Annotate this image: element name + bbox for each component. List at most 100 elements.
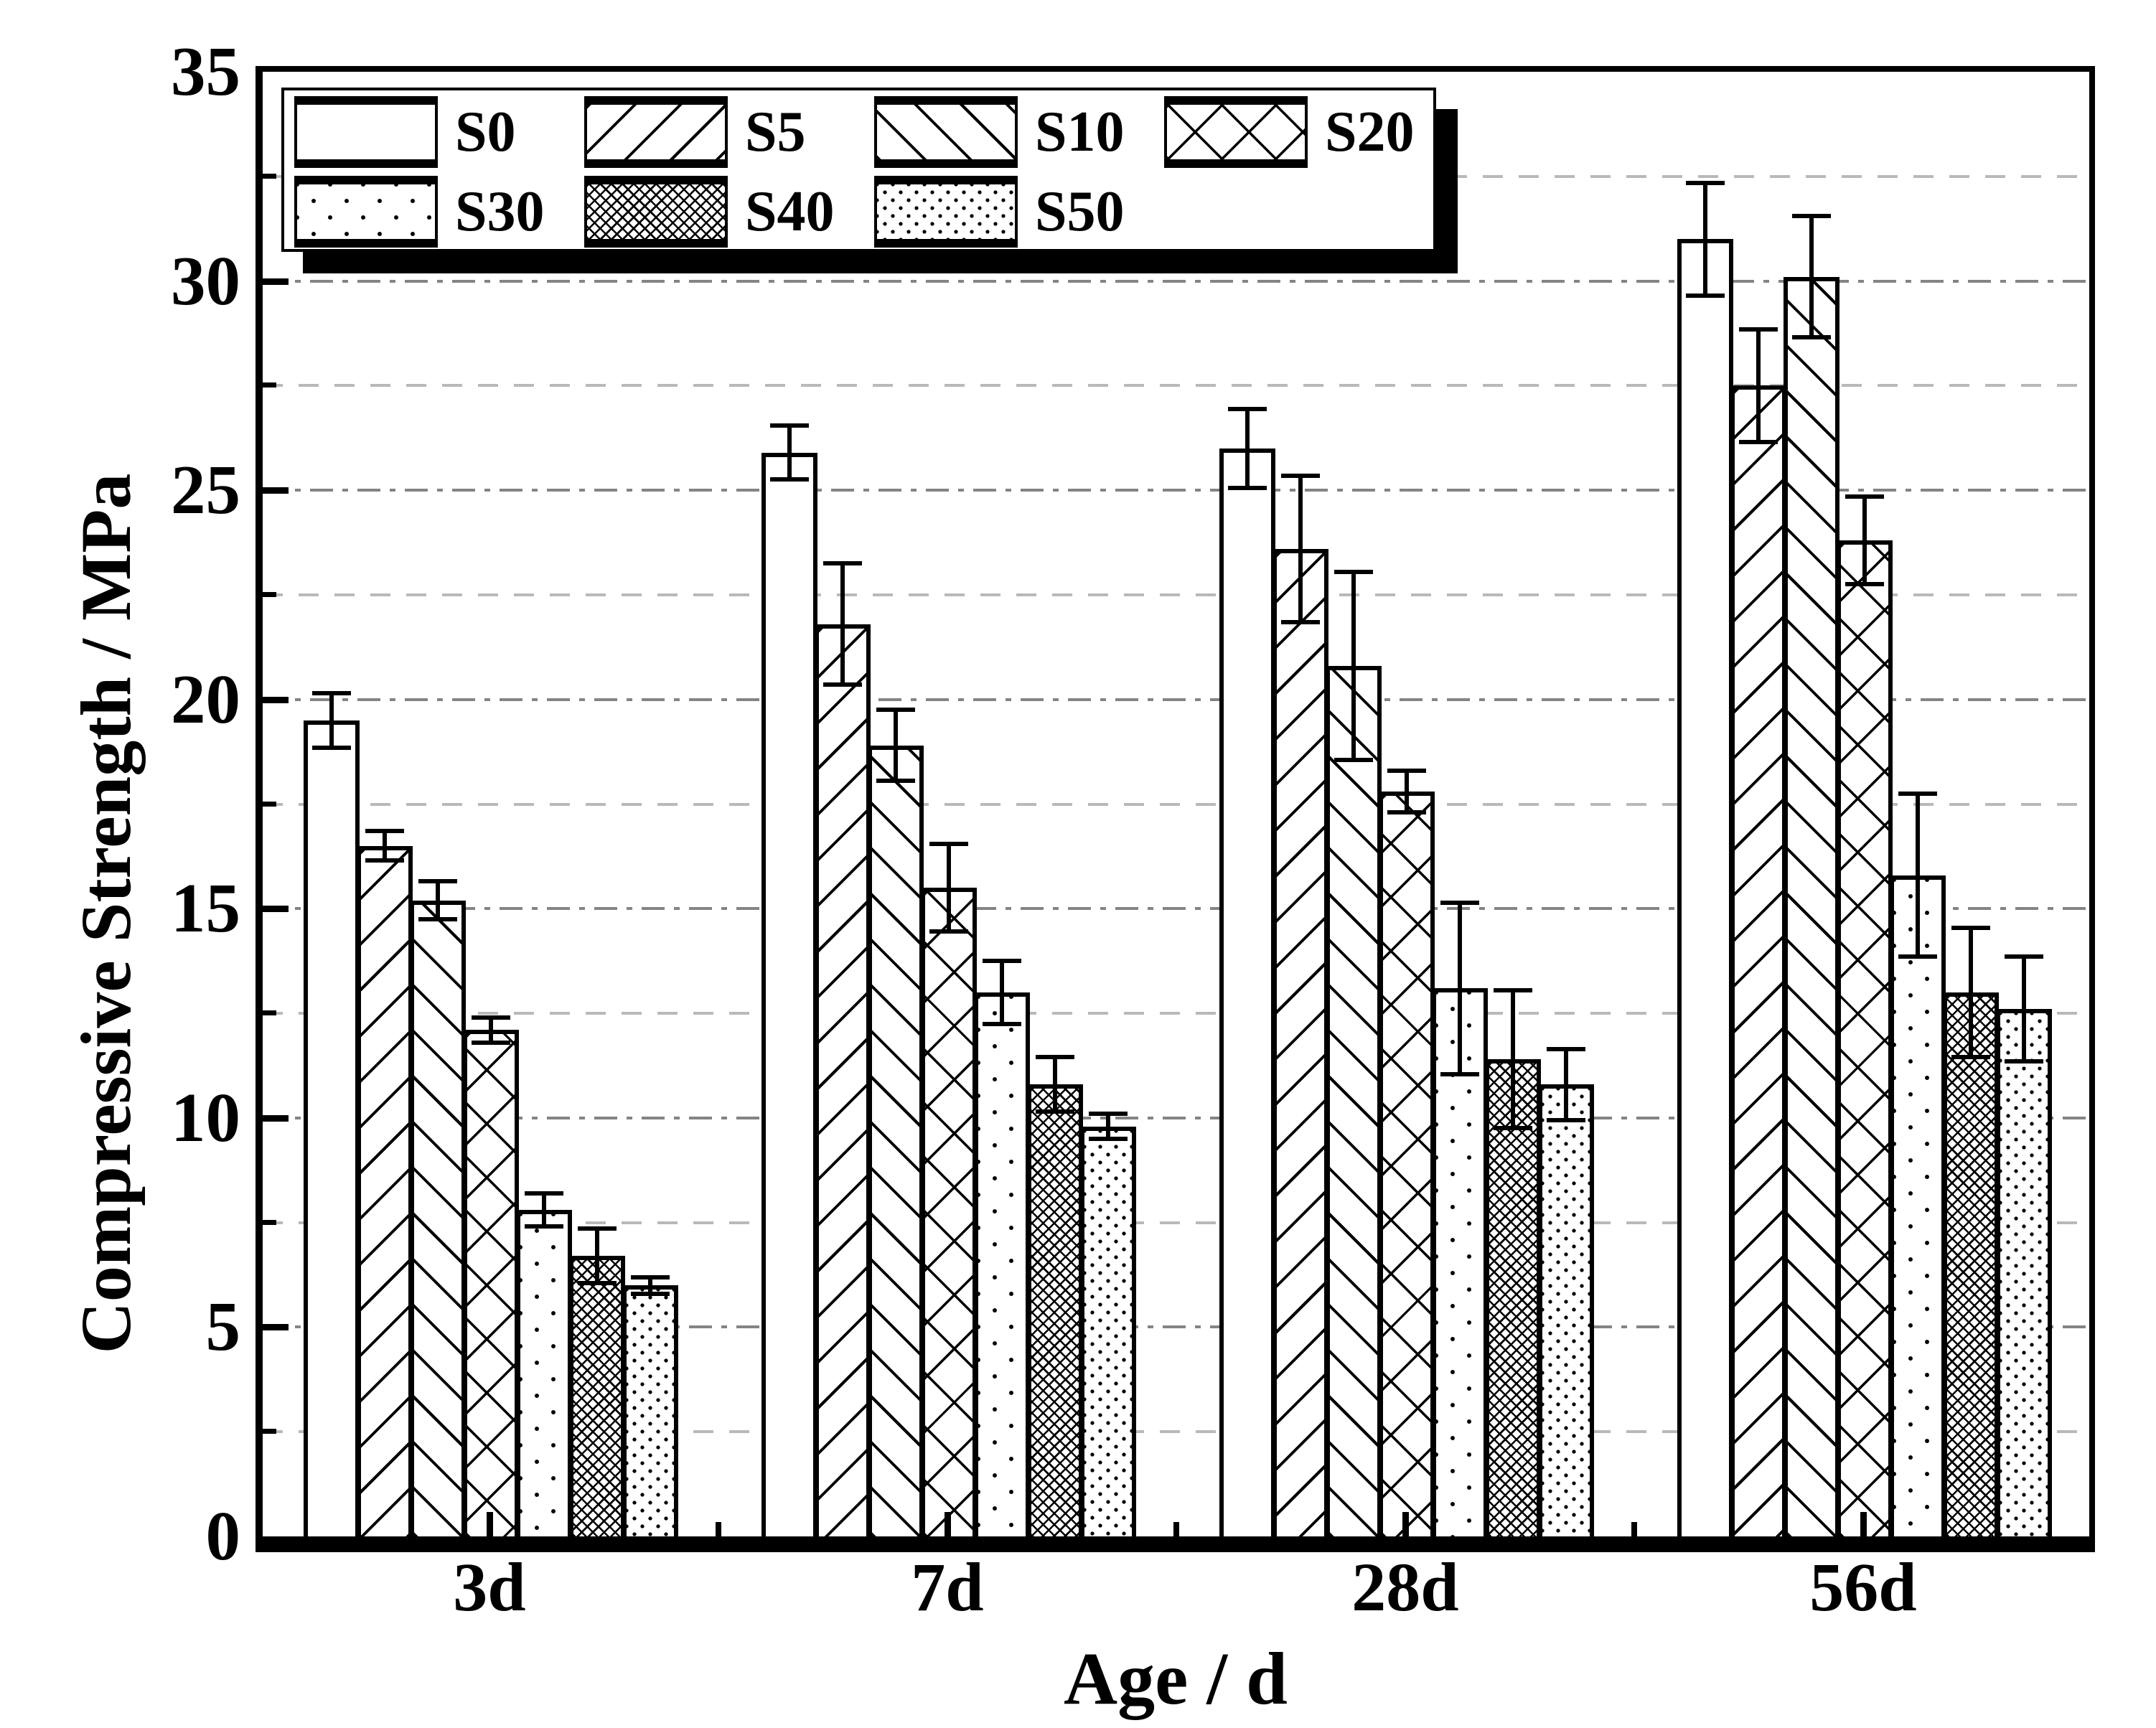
y-tick-32.5 [263, 173, 276, 179]
gridline-minor-27.5 [263, 384, 2089, 388]
error-bar-S30-7d [983, 959, 1021, 1026]
error-bar-S0-7d [770, 423, 809, 482]
error-cap-bottom [1089, 1136, 1128, 1141]
x-category-label-7d: 7d [911, 1549, 984, 1625]
legend-item-S50: S50 [874, 176, 1164, 248]
legend-swatch-S5 [584, 96, 728, 168]
legend-item-S40: S40 [584, 176, 874, 248]
gridline-major-30 [263, 279, 2089, 283]
error-cap-bottom [1036, 1109, 1074, 1114]
bar-S40-28d [1485, 1059, 1541, 1536]
error-bar-S0-3d [312, 691, 351, 750]
error-stem [1916, 792, 1920, 959]
legend-item-S5: S5 [584, 96, 874, 168]
gridline-minor-17.5 [263, 802, 2089, 806]
legend-item-S30: S30 [294, 176, 584, 248]
y-tick-2.5 [263, 1429, 276, 1434]
error-stem [542, 1191, 546, 1229]
error-bar-S5-3d [365, 829, 404, 863]
bar-S5-56d [1730, 385, 1786, 1536]
legend-label-S30: S30 [455, 180, 545, 243]
error-cap-bottom [770, 477, 809, 482]
gridline-major-5 [263, 1325, 2089, 1329]
legend-row-2: S30 S40 S50 [294, 176, 1433, 248]
error-stem [1106, 1112, 1110, 1141]
bar-S20-28d [1379, 792, 1435, 1536]
x-category-label-28d: 28d [1351, 1549, 1459, 1625]
y-tick-22.5 [263, 591, 276, 597]
legend-swatch-S0 [294, 96, 438, 168]
error-bar-S0-28d [1228, 406, 1267, 491]
x-tick-minor-2 [1631, 1522, 1637, 1536]
legend-label-S40: S40 [745, 180, 835, 243]
bar-S10-3d [410, 901, 466, 1536]
bar-S5-28d [1272, 549, 1328, 1536]
error-stem [840, 561, 845, 687]
error-stem [436, 879, 440, 921]
error-bar-S40-7d [1036, 1055, 1074, 1114]
bar-S20-56d [1837, 540, 1893, 1536]
error-cap-bottom [983, 1021, 1021, 1026]
gridline-minor-12.5 [263, 1012, 2089, 1015]
y-tick-27.5 [263, 382, 276, 388]
error-stem [1351, 569, 1356, 763]
error-stem [1298, 473, 1303, 624]
legend-swatch-S30 [294, 176, 438, 248]
bar-S30-7d [974, 992, 1030, 1536]
error-bar-S30-3d [525, 1191, 563, 1229]
error-bar-S5-56d [1739, 327, 1778, 444]
legend-item-S20: S20 [1164, 96, 1454, 168]
error-stem [1756, 327, 1761, 444]
plot-area [256, 66, 2095, 1552]
y-tick-label-5: 5 [205, 1288, 241, 1366]
error-bar-S20-56d [1845, 494, 1884, 587]
x-tick-28d [1402, 1512, 1409, 1536]
error-stem [595, 1226, 599, 1286]
error-bar-S5-28d [1281, 473, 1320, 624]
legend-label-S10: S10 [1035, 100, 1125, 164]
legend-row-1: S0 S5 S10 S20 [294, 96, 1433, 168]
bar-S50-3d [622, 1285, 678, 1536]
error-cap-bottom [418, 916, 457, 921]
error-stem [1405, 768, 1409, 815]
error-cap-bottom [1739, 439, 1778, 444]
error-cap-bottom [312, 745, 351, 750]
error-cap-bottom [1494, 1126, 1532, 1131]
bar-S5-7d [815, 624, 871, 1536]
error-stem [383, 829, 387, 863]
bar-S50-28d [1538, 1084, 1594, 1536]
bar-S10-56d [1784, 277, 1839, 1536]
error-cap-bottom [929, 929, 968, 934]
bar-S5-3d [357, 846, 413, 1536]
bar-S10-28d [1326, 666, 1382, 1536]
error-stem [1862, 494, 1867, 587]
error-stem [329, 691, 334, 750]
x-tick-7d [945, 1512, 951, 1536]
y-tick-30 [263, 278, 289, 285]
y-tick-17.5 [263, 801, 276, 807]
error-stem [1458, 900, 1462, 1076]
y-tick-5 [263, 1324, 289, 1331]
error-cap-bottom [472, 1040, 510, 1045]
bar-S30-56d [1890, 875, 1946, 1536]
error-bar-S5-7d [823, 561, 862, 687]
legend-swatch-S50 [874, 176, 1018, 248]
y-tick-12.5 [263, 1010, 276, 1016]
error-cap-bottom [1898, 954, 1937, 959]
error-cap-bottom [525, 1224, 563, 1229]
error-bar-S30-28d [1440, 900, 1479, 1076]
legend-swatch-S40 [584, 176, 728, 248]
legend: S0 S5 S10 S20 S30 S40 S50 [281, 88, 1436, 252]
y-tick-7.5 [263, 1219, 276, 1225]
error-cap-bottom [1792, 335, 1831, 340]
error-bar-S10-3d [418, 879, 457, 921]
y-tick-label-15: 15 [171, 870, 240, 947]
error-stem [1245, 406, 1250, 491]
error-bar-S50-28d [1547, 1046, 1585, 1122]
error-bar-S10-56d [1792, 214, 1831, 340]
error-cap-bottom [1686, 293, 1725, 298]
x-tick-56d [1860, 1512, 1867, 1536]
error-bar-S40-56d [1951, 925, 1990, 1060]
error-stem [787, 423, 792, 482]
